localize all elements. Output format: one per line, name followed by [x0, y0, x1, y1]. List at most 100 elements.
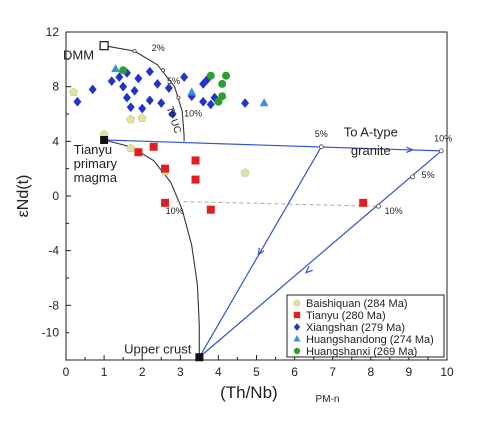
data-point-huangshanxi: [206, 71, 215, 80]
mixing-tick-marker: [410, 174, 416, 180]
x-axis-title-subscript: PM-n: [316, 394, 340, 405]
data-point-xiangshan: [168, 109, 177, 119]
data-point-xiangshan: [107, 76, 116, 86]
line-upper-crust-10pct: [198, 150, 442, 358]
data-point-huangshandong: [187, 87, 197, 96]
x-tick-label: 0: [63, 365, 70, 379]
mix-tick-label: 5%: [315, 129, 328, 139]
dmm-curve-tick-label: 2%: [152, 43, 165, 53]
data-point-baishiquan: [137, 113, 147, 122]
crust-mixing-curve: [103, 139, 200, 358]
x-tick-label: 3: [177, 365, 184, 379]
data-point-baishiquan: [126, 143, 136, 152]
legend-label: Huangshanxi (269 Ma): [306, 346, 417, 358]
x-axis-title: (Th/Nb): [220, 383, 278, 402]
mixing-tick-marker: [438, 148, 444, 154]
data-point-tianyu: [161, 198, 170, 207]
data-point-tianyu: [161, 164, 170, 173]
data-point-huangshanxi: [222, 71, 231, 80]
data-point-huangshanxi: [214, 97, 223, 106]
legend-marker-huangshandong: [293, 335, 301, 342]
tianyu-primary-label: Tianyu: [74, 142, 113, 157]
x-tick-label: 6: [291, 365, 298, 379]
y-tick-label: 0: [52, 189, 59, 203]
data-point-xiangshan: [134, 73, 143, 84]
mixing-tick-marker: [318, 144, 324, 150]
dashed-mixing-line: [176, 200, 379, 207]
data-point-baishiquan: [240, 168, 250, 177]
legend-label: Xiangshan (279 Ma): [306, 322, 405, 334]
upper-crust-label: Upper crust: [124, 341, 192, 356]
tianyu-primary-label: magma: [74, 170, 118, 185]
data-point-xiangshan: [122, 92, 131, 103]
data-point-baishiquan: [69, 87, 79, 96]
data-point-xiangshan: [180, 72, 189, 82]
legend-label: Baishiquan (284 Ma): [306, 298, 408, 310]
legend-label: Tianyu (280 Ma): [306, 310, 386, 322]
data-point-xiangshan: [199, 96, 208, 107]
x-tick-label: 2: [139, 365, 146, 379]
data-point-xiangshan: [206, 99, 215, 110]
legend-marker-tianyu: [293, 311, 301, 319]
dmm-curve-tick-label: 10%: [184, 109, 202, 119]
data-point-xiangshan: [138, 103, 147, 114]
data-point-xiangshan: [115, 72, 124, 82]
x-tick-label: 4: [215, 365, 222, 379]
data-point-xiangshan: [153, 79, 162, 89]
mixing-lines-group: [103, 45, 444, 358]
data-point-xiangshan: [73, 96, 82, 107]
data-point-xiangshan: [241, 98, 250, 108]
upper-crust-marker: [195, 353, 204, 362]
legend-box: [286, 294, 445, 358]
data-point-xiangshan: [145, 95, 154, 106]
data-point-tianyu: [134, 148, 143, 157]
mix-tick-label: 10%: [385, 206, 403, 216]
y-tick-label: -4: [48, 244, 59, 258]
line-to-a-type: [104, 139, 442, 152]
data-point-tianyu: [149, 142, 158, 151]
x-tick-label: 9: [406, 365, 413, 379]
mix-tick-label: 10%: [166, 206, 184, 216]
to-uc-label: To UC: [164, 105, 183, 135]
y-tick-label: 8: [52, 80, 59, 94]
x-tick-label: 5: [253, 365, 260, 379]
data-point-xiangshan: [157, 98, 166, 108]
legend-label: Huangshandong (274 Ma): [306, 334, 434, 346]
data-point-huangshandong: [259, 98, 269, 107]
dmm-curve-tick-marker: [176, 95, 181, 100]
y-tick-label: 12: [46, 25, 60, 39]
x-tick-label: 10: [440, 365, 454, 379]
dmm-curve-tick-marker: [161, 68, 166, 73]
to-a-type-label: granite: [351, 143, 391, 158]
legend-marker-huangshanxi: [293, 347, 301, 355]
y-axis-title: εNd(t): [15, 175, 32, 218]
data-point-xiangshan: [126, 102, 135, 112]
to-a-type-label: To A-type: [344, 125, 398, 140]
line-upper-crust-5pct: [198, 146, 322, 358]
data-points-group: [69, 64, 368, 214]
data-point-huangshandong: [111, 64, 120, 73]
legend-marker-xiangshan: [293, 323, 301, 331]
data-point-xiangshan: [88, 84, 97, 95]
tianyu-primary-marker: [100, 135, 109, 144]
data-point-baishiquan: [126, 114, 136, 124]
mixing-tick-marker: [376, 203, 381, 209]
y-tick-label: -10: [42, 326, 60, 340]
tianyu-primary-label: primary: [74, 156, 118, 171]
data-point-tianyu: [191, 175, 200, 184]
y-tick-label: 4: [52, 134, 59, 148]
x-tick-label: 8: [367, 365, 374, 379]
data-point-xiangshan: [145, 66, 154, 77]
arrow-to-a-type: [405, 146, 415, 154]
dmm-endmember-marker: [99, 41, 109, 51]
dmm-curve-tick-label: 5%: [167, 76, 180, 86]
data-point-huangshanxi: [119, 66, 128, 75]
data-point-xiangshan: [119, 81, 128, 92]
data-point-tianyu: [359, 198, 368, 207]
legend: Baishiquan (284 Ma)Tianyu (280 Ma)Xiangs…: [286, 294, 445, 358]
data-point-huangshanxi: [218, 79, 227, 88]
data-point-xiangshan: [130, 85, 139, 96]
x-tick-label: 1: [101, 365, 108, 379]
mix-tick-label: 10%: [434, 133, 452, 143]
